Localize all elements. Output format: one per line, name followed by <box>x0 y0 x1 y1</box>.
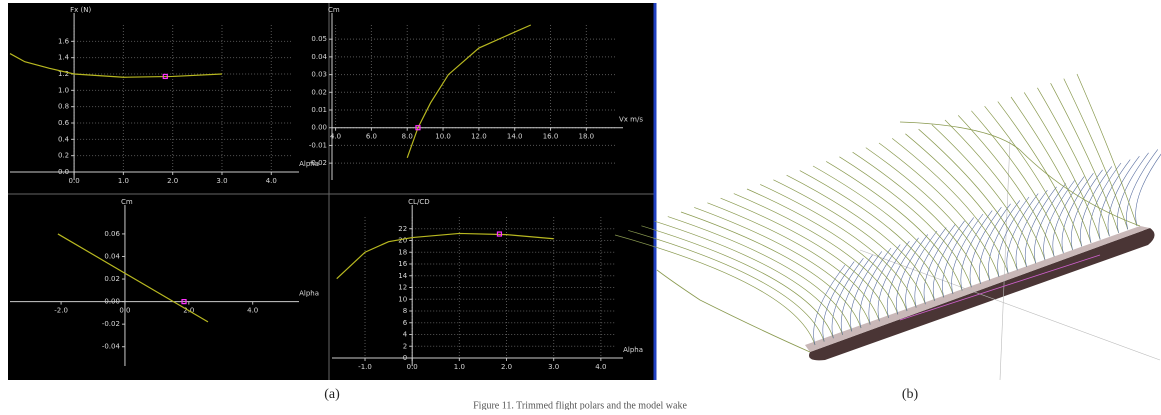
x-tick-label: 2.0 <box>167 177 178 185</box>
x-tick-label: 2.0 <box>501 363 512 371</box>
y-tick-label: 0.03 <box>311 71 327 79</box>
wake-filament <box>1051 83 1119 233</box>
x-tick-label: 4.0 <box>247 307 258 315</box>
y-tick-label: 0.04 <box>311 53 327 61</box>
x-tick-label: 14.0 <box>507 133 523 141</box>
y-tick-label: 0.06 <box>104 230 120 238</box>
wake-filament <box>945 120 1045 260</box>
x-tick-label: 1.0 <box>454 363 465 371</box>
panel-line <box>1136 146 1161 226</box>
wake-filament <box>773 180 925 304</box>
y-axis-title: Cm <box>328 6 340 14</box>
wake-filament <box>985 106 1073 250</box>
x-tick-label: 6.0 <box>366 133 377 141</box>
wake-filament <box>853 152 981 284</box>
wake-filament <box>866 148 990 281</box>
x-tick-label: 4.0 <box>266 177 277 185</box>
y-tick-label: 0.6 <box>58 119 70 127</box>
wing-top <box>805 226 1150 352</box>
y-tick-label: 0.8 <box>58 103 69 111</box>
wake-filament <box>1037 88 1109 236</box>
x-tick-label: 12.0 <box>471 133 487 141</box>
y-axis-title: CL/CD <box>408 198 429 206</box>
y-tick-label: 8 <box>403 307 407 315</box>
y-tick-label: 1.6 <box>58 37 70 45</box>
y-tick-label: 0.02 <box>311 88 327 96</box>
wake-filament <box>971 111 1063 253</box>
y-tick-label: -0.02 <box>102 320 120 328</box>
wake-filament <box>747 189 907 311</box>
axis-line <box>1000 140 1010 380</box>
figure: (a) (b) Figure 11. Trimmed flight polars… <box>0 0 1161 410</box>
y-axis-title: Cm <box>121 198 133 206</box>
y-tick-label: 0.01 <box>311 106 327 114</box>
x-tick-label: 4.0 <box>595 363 606 371</box>
wake-filament <box>932 125 1036 264</box>
y-axis-title: Fx (N) <box>70 6 91 14</box>
wake-filament <box>1011 97 1091 243</box>
y-tick-label: 0.04 <box>104 252 120 260</box>
y-tick-label: -0.02 <box>309 159 327 167</box>
y-tick-label: 12 <box>398 284 407 292</box>
y-tick-label: 0.00 <box>311 124 327 132</box>
y-tick-label: 10 <box>398 295 407 303</box>
y-tick-label: -0.01 <box>309 141 327 149</box>
wing <box>809 228 1155 360</box>
x-tick-label: 16.0 <box>543 133 559 141</box>
y-tick-label: 1.4 <box>58 54 70 62</box>
y-tick-label: -0.04 <box>102 343 121 351</box>
y-tick-label: 18 <box>398 248 407 256</box>
x-tick-label: 1.0 <box>118 177 129 185</box>
panel-label: (a) <box>324 387 340 402</box>
x-tick-label: 8.0 <box>402 133 413 141</box>
x-tick-label: 10.0 <box>435 133 451 141</box>
x-tick-label: -1.0 <box>358 363 372 371</box>
x-tick-label: 3.0 <box>548 363 559 371</box>
wake-filament <box>813 166 953 294</box>
x-axis-title: Alpha <box>299 290 319 298</box>
y-tick-label: 1.0 <box>58 86 69 94</box>
y-tick-label: 0.4 <box>58 135 70 143</box>
panel-label: (b) <box>902 387 919 402</box>
x-tick-label: 18.0 <box>579 133 595 141</box>
y-tick-label: 22 <box>398 225 407 233</box>
wake-filament <box>800 171 944 298</box>
wake-filament <box>787 175 935 301</box>
y-tick-label: 16 <box>398 260 407 268</box>
wake-filament <box>1024 92 1100 239</box>
y-tick-label: 0.05 <box>311 35 327 43</box>
x-axis-title: Vx m/s <box>619 116 643 124</box>
caption: Figure 11. Trimmed flight polars and the… <box>473 400 687 410</box>
wake-filament <box>1064 79 1128 230</box>
y-tick-label: 20 <box>398 237 407 245</box>
wake-filament <box>668 217 852 332</box>
wake-filament <box>681 212 861 328</box>
y-tick-label: 2 <box>403 342 407 350</box>
y-tick-label: 0.2 <box>58 152 69 160</box>
y-tick-label: 6 <box>403 319 408 327</box>
y-tick-label: 14 <box>398 272 407 280</box>
y-tick-label: 4 <box>403 331 408 339</box>
wake-filament <box>734 194 898 315</box>
wake-render <box>615 74 1161 380</box>
chord-line <box>900 255 1100 320</box>
x-axis-title: Alpha <box>623 346 643 354</box>
y-tick-label: 0.02 <box>104 275 120 283</box>
x-tick-label: 3.0 <box>216 177 227 185</box>
x-tick-label: -2.0 <box>54 307 68 315</box>
tip-vortex <box>657 270 810 352</box>
